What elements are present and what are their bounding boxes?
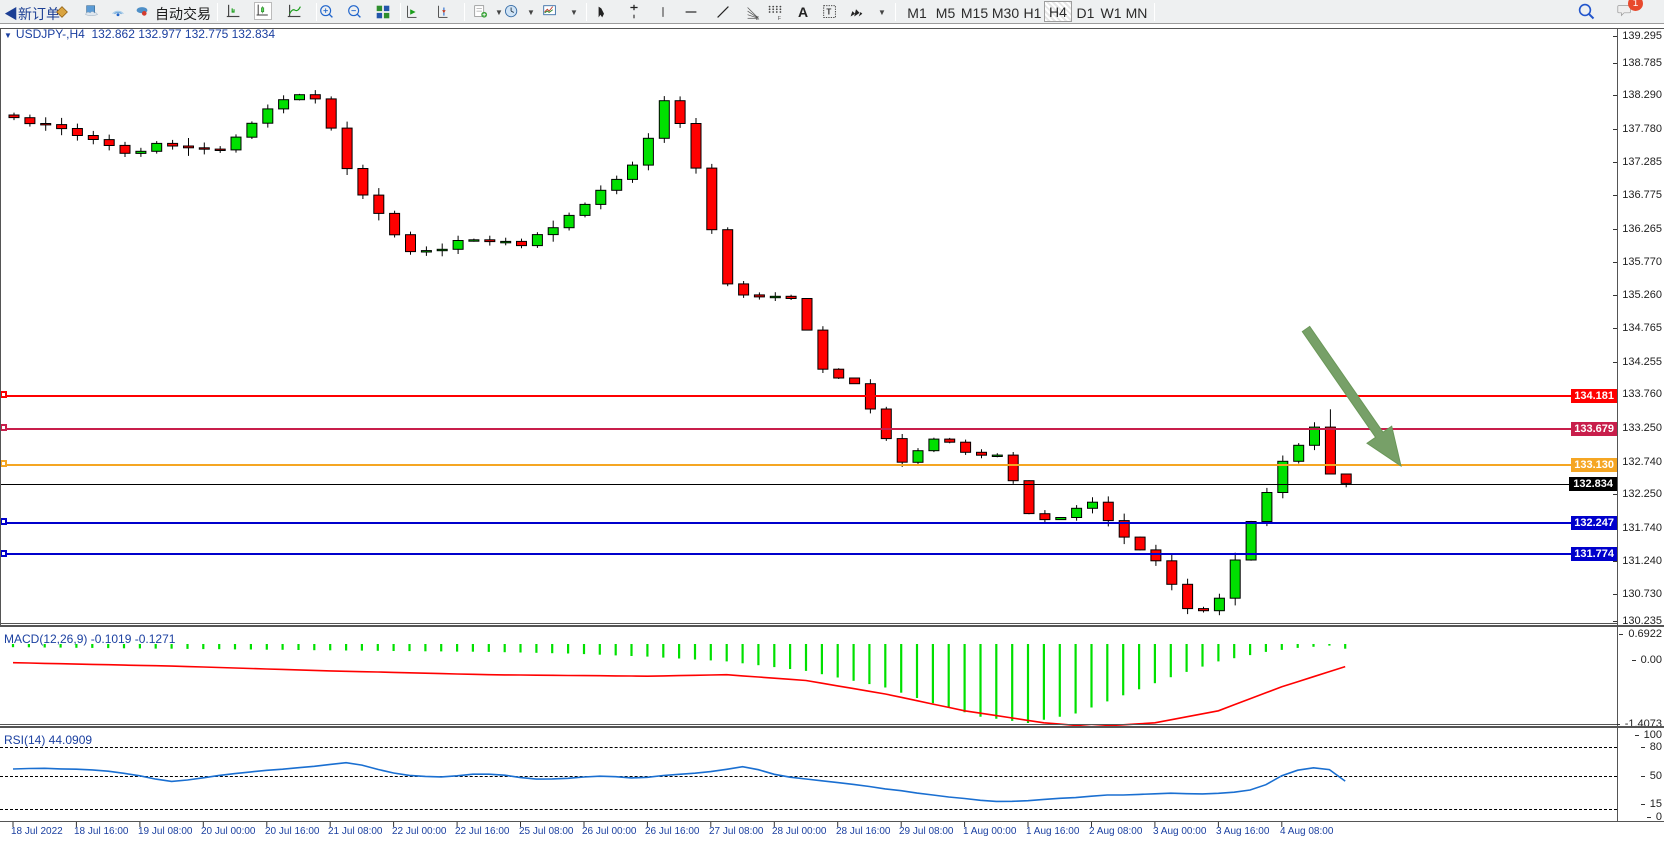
svg-text:E: E	[756, 16, 760, 21]
svg-text:T: T	[826, 8, 831, 17]
svg-text:F: F	[778, 16, 782, 21]
